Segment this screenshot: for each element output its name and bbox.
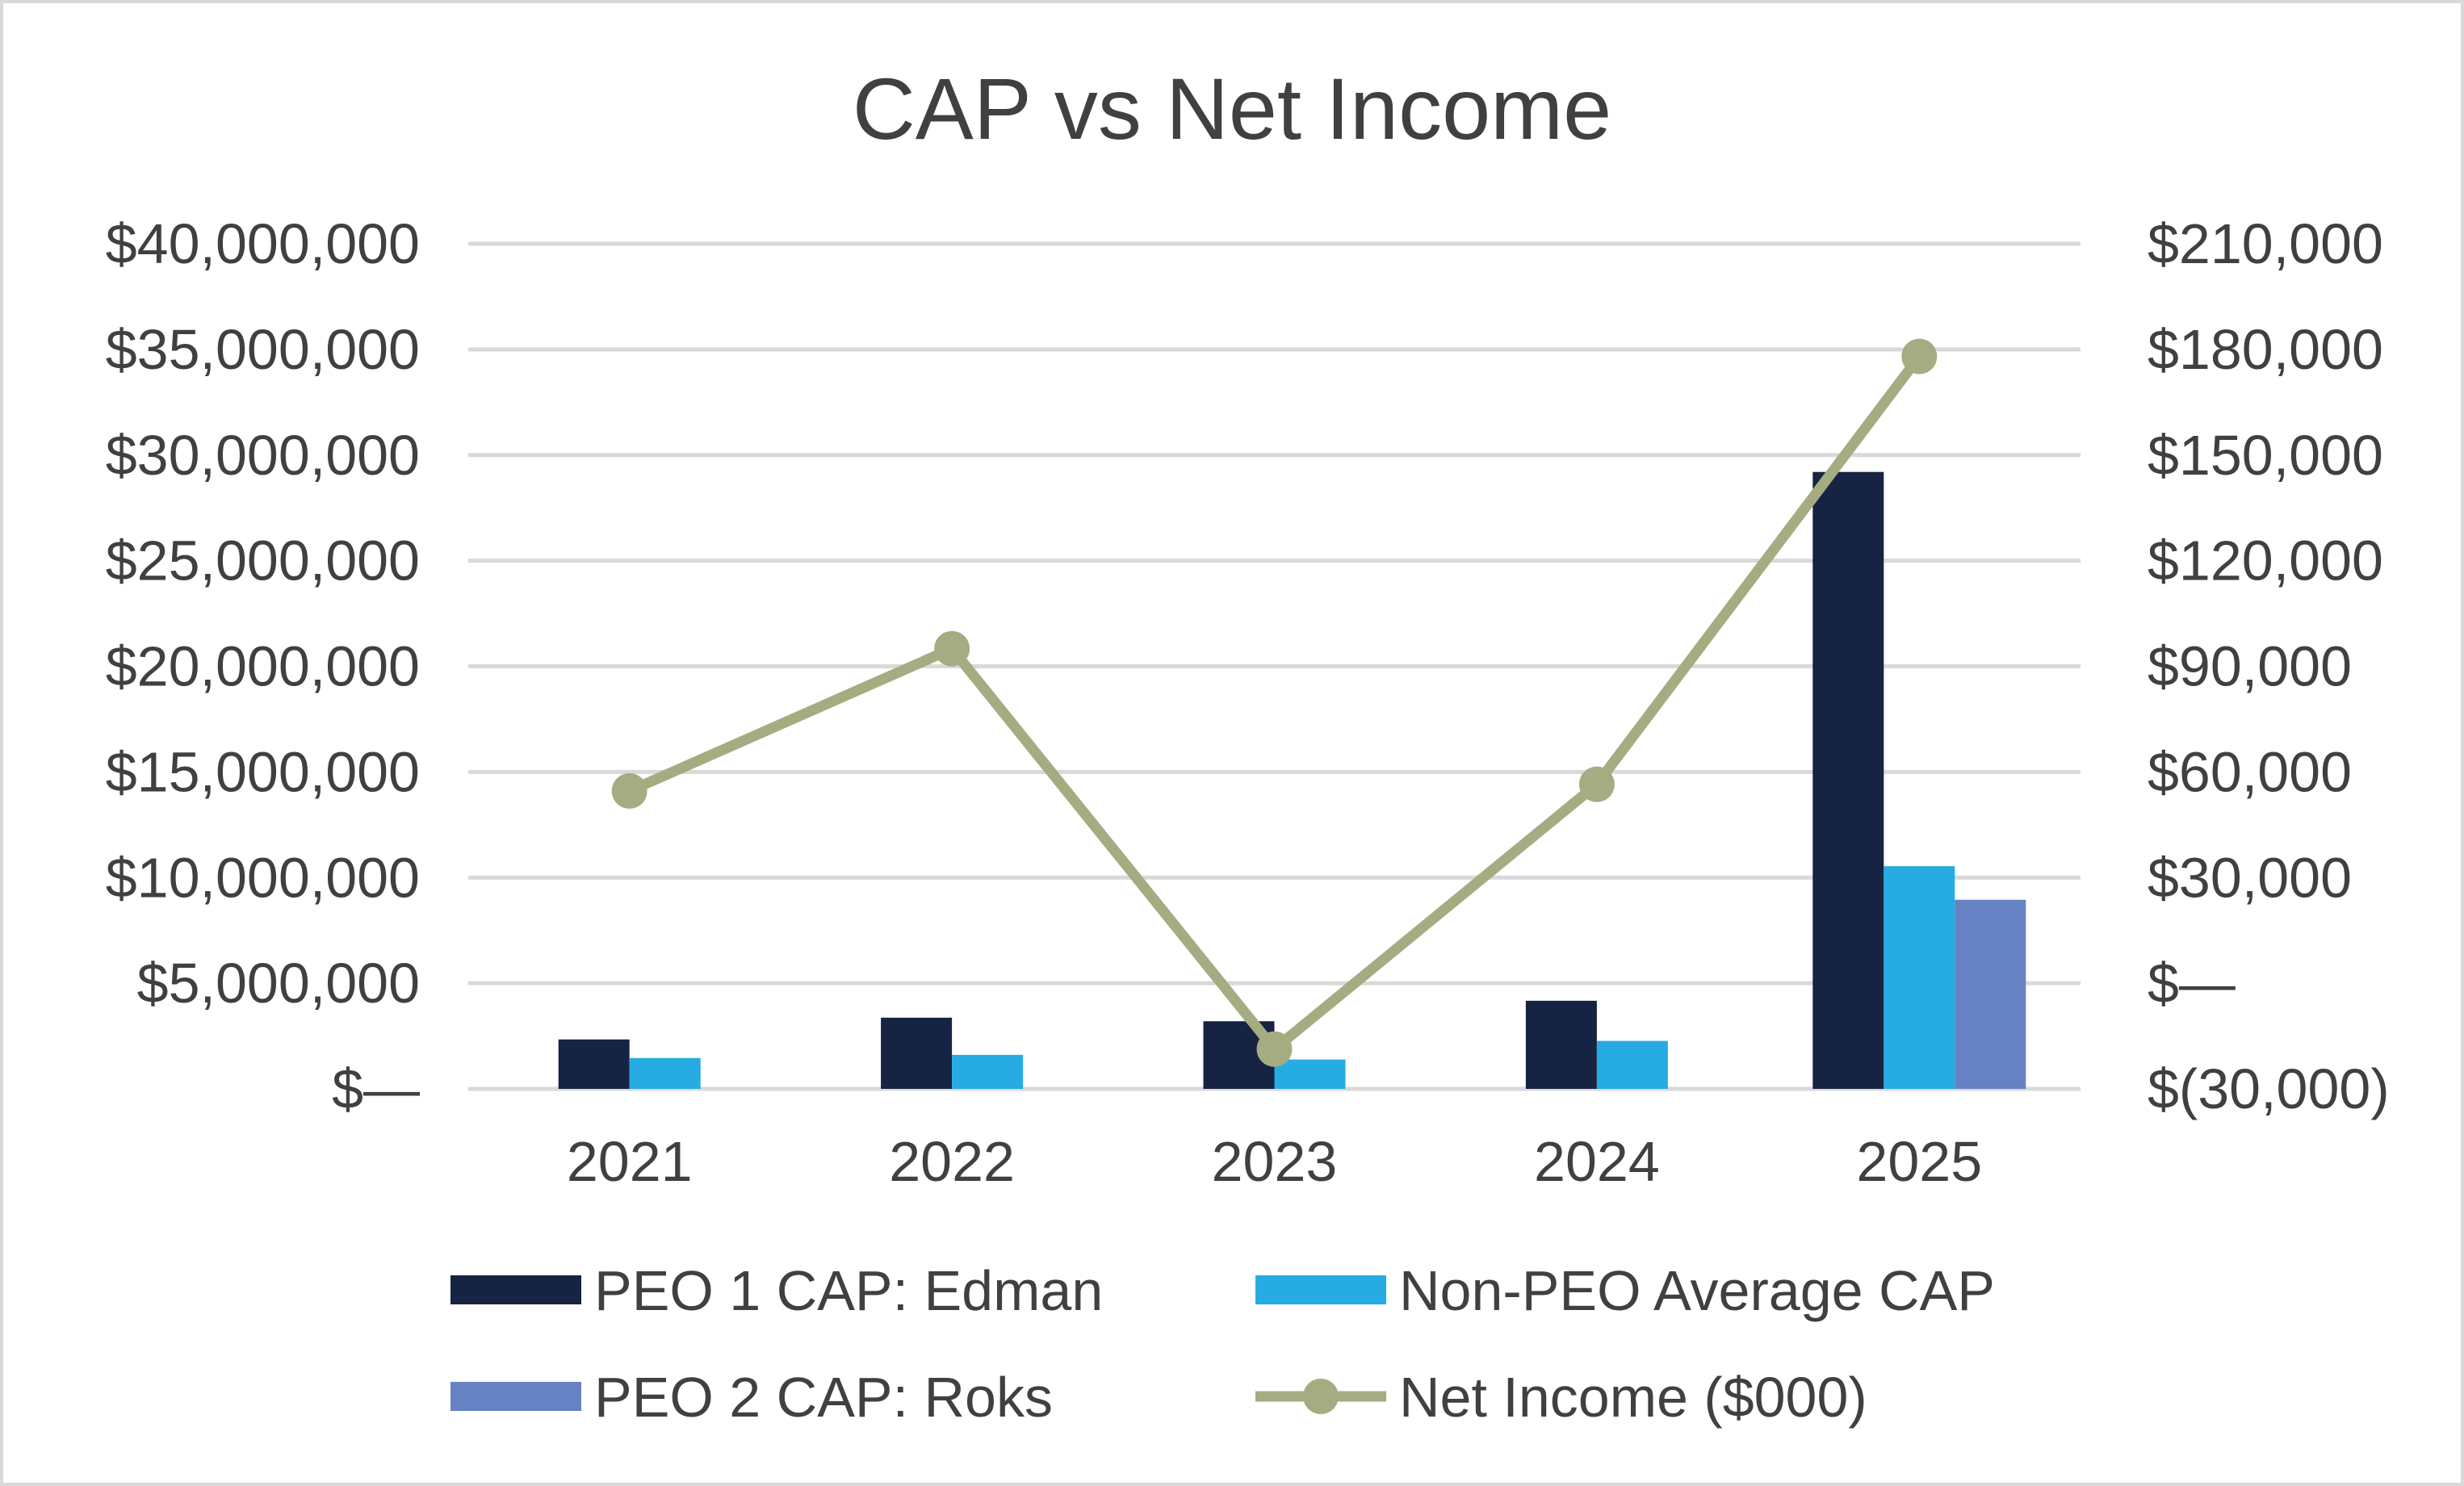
x-tick-label: 2022 (889, 1130, 1015, 1193)
legend-label: Net Income ($000) (1399, 1366, 1867, 1429)
left-tick-label: $35,000,000 (106, 318, 420, 381)
x-tick-label: 2023 (1212, 1130, 1338, 1193)
left-axis-labels: $— $5,000,000 $10,000,000 $15,000,000 $20,00… (106, 212, 420, 1120)
legend-item: Net Income ($000) (1255, 1366, 1867, 1429)
legend-swatch (450, 1275, 581, 1304)
net-income-point-2023 (1256, 1031, 1293, 1067)
bar-non-peo-average-cap-2021 (629, 1057, 701, 1089)
legend-item: PEO 1 CAP: Edman (450, 1259, 1103, 1322)
right-tick-label: $— (2148, 952, 2236, 1015)
x-tick-label: 2024 (1534, 1130, 1660, 1193)
legend-swatch (1255, 1275, 1386, 1304)
bar-non-peo-average-cap-2024 (1596, 1040, 1668, 1089)
right-tick-label: $180,000 (2148, 318, 2383, 381)
left-tick-label: $25,000,000 (106, 530, 420, 592)
right-tick-label: $90,000 (2148, 635, 2352, 698)
legend-label: PEO 1 CAP: Edman (594, 1259, 1103, 1322)
x-axis-labels: 2021 2022 2023 2024 2025 (567, 1130, 1982, 1193)
left-tick-label: $40,000,000 (106, 212, 420, 275)
right-tick-label: $60,000 (2148, 740, 2352, 803)
bar-peo-2-cap-roks-2025 (1955, 899, 2026, 1089)
right-tick-label: $120,000 (2148, 530, 2383, 592)
left-tick-label: $5,000,000 (137, 952, 420, 1015)
left-tick-label: $20,000,000 (106, 635, 420, 698)
bar-non-peo-average-cap-2025 (1884, 866, 1955, 1089)
x-tick-label: 2025 (1856, 1130, 1982, 1193)
left-tick-label: $— (332, 1057, 420, 1120)
right-tick-label: $(30,000) (2148, 1057, 2390, 1120)
right-tick-label: $210,000 (2148, 212, 2383, 275)
legend-label: PEO 2 CAP: Roks (594, 1366, 1053, 1429)
bars (558, 471, 2026, 1089)
legend-item: Non-PEO Average CAP (1255, 1259, 1995, 1322)
legend-marker (1303, 1379, 1339, 1414)
x-tick-label: 2021 (567, 1130, 693, 1193)
right-axis-labels: $(30,000) $— $30,000 $60,000 $90,000 $120,000… (2148, 212, 2390, 1120)
gridlines (468, 241, 2081, 1091)
bar-non-peo-average-cap-2023 (1274, 1059, 1346, 1089)
bar-peo-1-cap-edman-2022 (881, 1017, 953, 1089)
bar-non-peo-average-cap-2022 (952, 1054, 1024, 1089)
legend-label: Non-PEO Average CAP (1399, 1259, 1995, 1322)
left-tick-label: $30,000,000 (106, 424, 420, 487)
left-tick-label: $10,000,000 (106, 846, 420, 909)
bar-peo-1-cap-edman-2024 (1525, 1000, 1597, 1089)
legend-item: PEO 2 CAP: Roks (450, 1366, 1053, 1429)
chart-title: CAP vs Net Income (853, 60, 1611, 157)
bar-peo-1-cap-edman-2021 (558, 1039, 630, 1089)
legend: PEO 1 CAP: Edman Non-PEO Average CAP PEO 2… (450, 1259, 1995, 1429)
net-income-point-2022 (934, 630, 970, 667)
bar-peo-1-cap-edman-2025 (1812, 471, 1884, 1089)
net-income-point-2025 (1901, 338, 1938, 375)
net-income-line (611, 338, 1938, 1067)
right-tick-label: $150,000 (2148, 424, 2383, 487)
right-tick-label: $30,000 (2148, 846, 2352, 909)
net-income-point-2024 (1578, 766, 1615, 802)
left-tick-label: $15,000,000 (106, 740, 420, 803)
net-income-point-2021 (611, 772, 647, 809)
legend-swatch (450, 1382, 581, 1411)
